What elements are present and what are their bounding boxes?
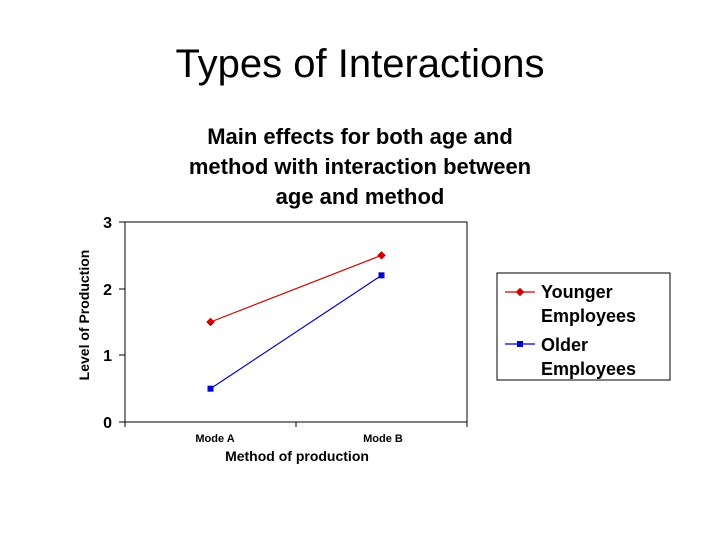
x-tick-label-mode-a: Mode A — [195, 433, 234, 445]
x-axis-label: Method of production — [225, 448, 369, 464]
legend-label-younger-2: Employees — [541, 306, 636, 326]
plot-area — [124, 221, 468, 423]
series-line-0 — [210, 254, 382, 323]
y-tick-label-1: 1 — [103, 348, 112, 365]
legend-box — [496, 272, 671, 381]
x-tick-label-mode-b: Mode B — [363, 433, 403, 445]
legend-marker-younger — [515, 287, 525, 297]
chart-title: Main effects for both age and method wit… — [110, 122, 610, 212]
series-layer — [206, 251, 386, 392]
legend-label-younger-1: Younger — [541, 282, 613, 302]
chart-title-line-3: age and method — [275, 184, 445, 209]
slide-title: Types of Interactions — [175, 42, 545, 86]
chart-title-line-1: Main effects for both age and — [207, 124, 513, 149]
data-point-s0-1 — [377, 251, 386, 260]
series-line-1 — [210, 274, 382, 390]
legend-label-older-1: Older — [541, 335, 588, 355]
y-tick-label-0: 0 — [103, 415, 112, 432]
legend-label-older-2: Employees — [541, 359, 636, 379]
y-tick-label-3: 3 — [103, 215, 112, 232]
data-point-s1-0 — [207, 385, 214, 392]
data-point-s0-0 — [206, 317, 215, 327]
chart-title-line-2: method with interaction between — [188, 154, 532, 179]
data-point-s1-1 — [378, 272, 385, 279]
y-axis-label: Level of Production — [76, 250, 92, 381]
y-tick-label-2: 2 — [103, 282, 112, 299]
legend-marker-older — [517, 341, 523, 347]
